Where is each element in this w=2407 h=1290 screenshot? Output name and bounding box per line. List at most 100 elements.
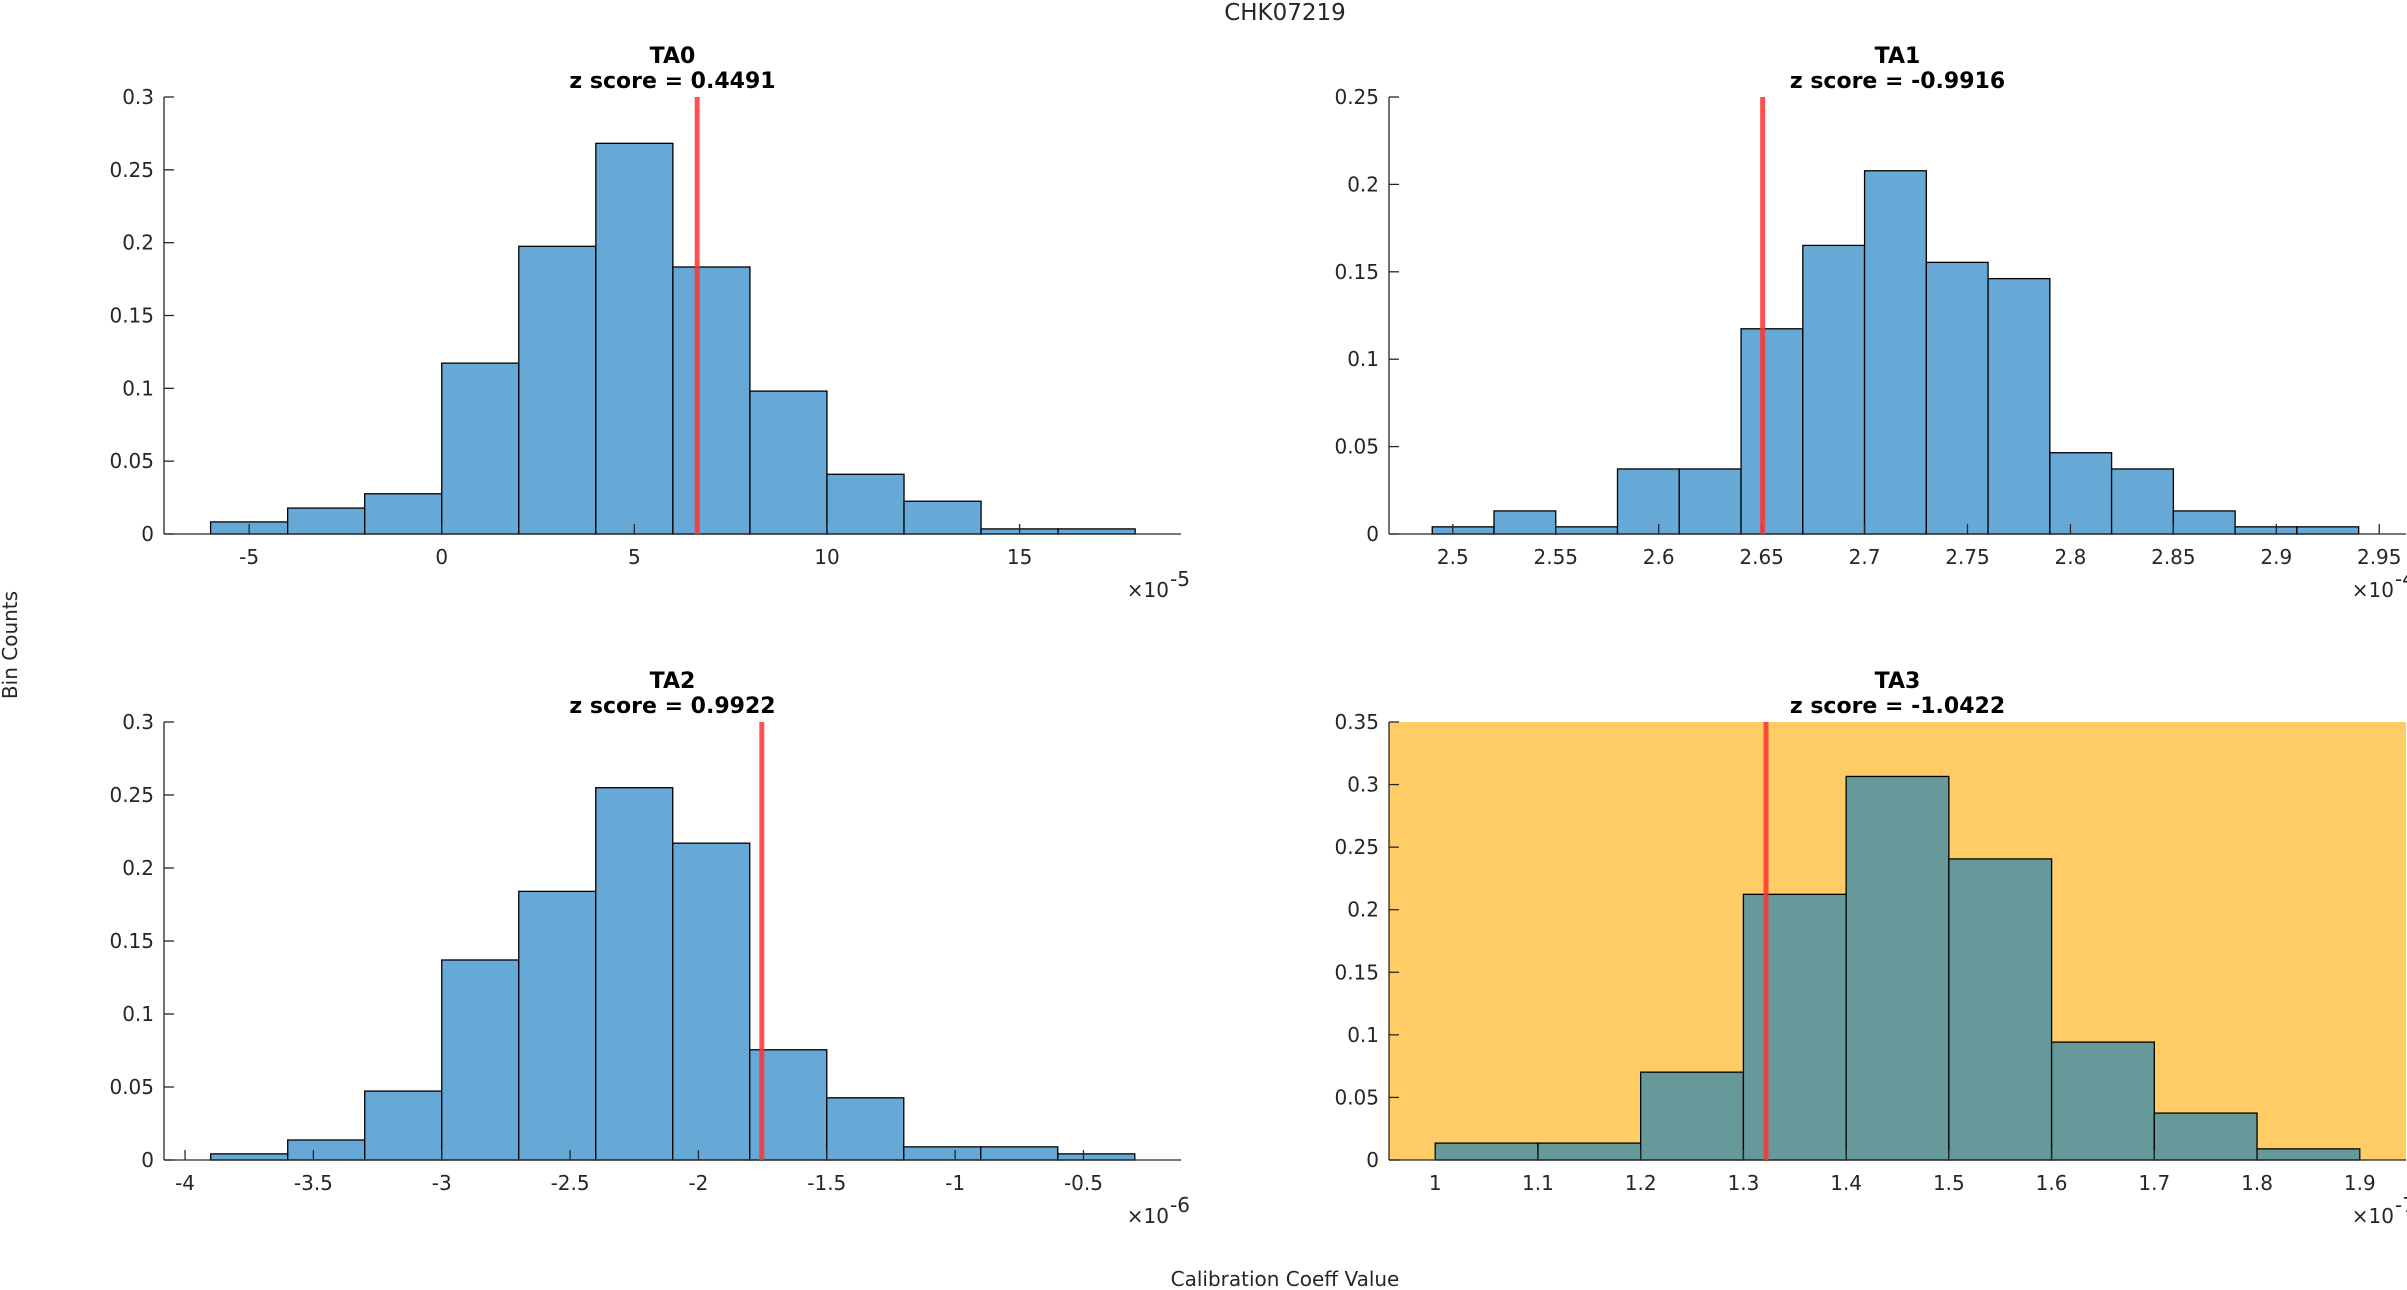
- histogram-bar: [1431, 526, 1495, 535]
- subplot-ta3: 0 0.05 0.1 0.15 0.2 0.25 0.3 0.35 1 1.1 1.2 1.3 1.4 1…: [1334, 669, 2407, 1228]
- y-tick-label: 0.3: [122, 85, 154, 109]
- subplot-zscore: z score = 0.9922: [569, 694, 775, 719]
- histogram-bar: [1493, 510, 1557, 535]
- y-tick-label: 0.1: [122, 1002, 154, 1026]
- x-tick-label: 1.4: [1830, 1171, 1862, 1195]
- histogram-bar: [1863, 170, 1927, 535]
- x-axis-label: Calibration Coeff Value: [1171, 1267, 1400, 1290]
- y-tick-label: 0.05: [1334, 435, 1379, 459]
- x-tick-label: 2.8: [2055, 545, 2087, 569]
- x-tick-label: 2.75: [1945, 545, 1990, 569]
- x-tick-label: 2.5: [1437, 545, 1469, 569]
- histogram-bar: [1740, 328, 1804, 535]
- y-tick-label: 0: [1366, 522, 1379, 546]
- x-tick-label: 2.85: [2151, 545, 2196, 569]
- subplot-zscore: z score = 0.4491: [569, 69, 775, 94]
- x-tick-label: 1.6: [2036, 1171, 2068, 1195]
- y-tick-label: 0.2: [122, 231, 154, 255]
- x-tick-label: 15: [1007, 545, 1032, 569]
- histogram-bar: [1640, 1071, 1745, 1161]
- x-tick-label: -2: [688, 1171, 708, 1195]
- histogram-bar: [441, 362, 520, 535]
- subplot-title: TA2: [650, 669, 696, 694]
- histogram-bar: [1678, 468, 1742, 535]
- histogram-bar: [1555, 526, 1619, 535]
- y-tick-label: 0.15: [1334, 260, 1379, 284]
- histogram-bar: [672, 842, 751, 1161]
- x-exponent-value: -7: [2395, 1193, 2407, 1217]
- y-tick-label: 0.2: [1347, 898, 1379, 922]
- histogram-bar: [749, 390, 828, 535]
- histogram-bar: [980, 1146, 1059, 1161]
- x-tick-label: 1.9: [2344, 1171, 2376, 1195]
- y-tick-label: 0.25: [109, 783, 154, 807]
- y-tick-label: 0.35: [1334, 710, 1379, 734]
- histogram-bar: [1925, 261, 1989, 535]
- histogram-bar: [364, 493, 443, 535]
- histogram-bar: [672, 266, 751, 535]
- x-tick-label: -4: [175, 1171, 195, 1195]
- histogram-bar: [2050, 1041, 2155, 1161]
- y-tick-label: 0.05: [109, 449, 154, 473]
- histogram-bar: [2049, 452, 2113, 535]
- x-exponent-label: ×10: [1127, 578, 1169, 602]
- x-tick-label: -3: [432, 1171, 452, 1195]
- figure-title: CHK07219: [1224, 0, 1346, 26]
- histogram-bar: [826, 473, 905, 535]
- x-tick-label: -5: [239, 545, 259, 569]
- histogram-bar: [2172, 510, 2236, 535]
- histogram-bar: [903, 1146, 982, 1161]
- histogram-bar: [364, 1090, 443, 1161]
- y-tick-label: 0.05: [1334, 1085, 1379, 1109]
- y-tick-label: 0: [1366, 1148, 1379, 1172]
- x-tick-label: 2.95: [2357, 545, 2402, 569]
- histogram-bar: [1537, 1142, 1642, 1161]
- subplot-title: TA0: [650, 44, 696, 69]
- x-exponent-label: ×10: [2352, 1204, 2394, 1228]
- histogram-bar: [518, 890, 597, 1161]
- y-tick-label: 0.1: [1347, 1023, 1379, 1047]
- y-tick-label: 0.3: [122, 710, 154, 734]
- x-tick-label: 5: [628, 545, 641, 569]
- y-tick-label: 0.15: [1334, 960, 1379, 984]
- x-tick-label: 1: [1429, 1171, 1442, 1195]
- x-tick-label: 2.55: [1533, 545, 1578, 569]
- histogram-bar: [1434, 1142, 1539, 1161]
- histogram-bar: [441, 959, 520, 1161]
- histogram-bar: [1802, 244, 1866, 535]
- histogram-bar: [1987, 277, 2051, 535]
- y-tick-label: 0.1: [1347, 347, 1379, 371]
- x-exponent-value: -5: [1170, 567, 1190, 591]
- subplot-ta1: 0 0.05 0.1 0.15 0.2 0.25 2.5 2.55 2.6 2.65 2.7 2.75…: [1334, 44, 2407, 602]
- subplot-ta0: 00.050.10.150.20.250.3-5 0 5 10 15×10 -5TA0z …: [109, 44, 1189, 602]
- y-tick-label: 0.2: [122, 856, 154, 880]
- x-exponent-value: -6: [1170, 1193, 1190, 1217]
- x-tick-label: 1.2: [1625, 1171, 1657, 1195]
- y-tick-label: 0.3: [1347, 773, 1379, 797]
- y-tick-label: 0.05: [109, 1075, 154, 1099]
- histogram-bar: [1948, 858, 2053, 1161]
- y-tick-label: 0.2: [1347, 172, 1379, 196]
- histogram-bar: [1057, 528, 1136, 535]
- y-tick-label: 0.25: [1334, 85, 1379, 109]
- histogram-bar: [287, 1139, 366, 1161]
- histogram-bar: [903, 500, 982, 535]
- x-tick-label: -1.5: [807, 1171, 846, 1195]
- x-exponent-value: -4: [2395, 567, 2407, 591]
- histogram-bar: [1616, 468, 1680, 535]
- y-tick-label: 0: [141, 522, 154, 546]
- histogram-bar: [2234, 526, 2298, 535]
- y-tick-label: 0.15: [109, 304, 154, 328]
- x-exponent-label: ×10: [1127, 1204, 1169, 1228]
- histogram-bar: [1742, 893, 1847, 1161]
- y-tick-label: 0.15: [109, 929, 154, 953]
- x-tick-label: 1.1: [1522, 1171, 1554, 1195]
- histogram-bar: [518, 245, 597, 535]
- histogram-bar: [287, 507, 366, 535]
- histogram-bar: [1057, 1153, 1136, 1161]
- histogram-bar: [2153, 1112, 2258, 1161]
- x-tick-label: -3.5: [294, 1171, 333, 1195]
- histogram-bar: [2256, 1148, 2361, 1161]
- y-tick-label: 0.1: [122, 376, 154, 400]
